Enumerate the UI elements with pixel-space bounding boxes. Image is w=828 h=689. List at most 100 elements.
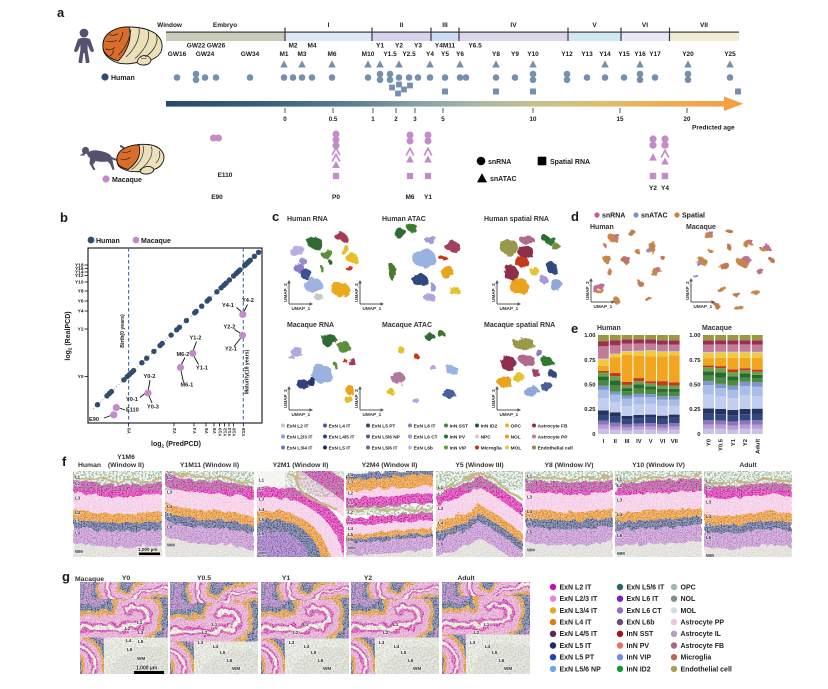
- svg-text:ExN L5 PT: ExN L5 PT: [560, 655, 595, 662]
- svg-text:Macaque: Macaque: [702, 325, 732, 332]
- svg-text:P0: P0: [332, 194, 340, 201]
- svg-text:ExN L3/4 IT: ExN L3/4 IT: [287, 445, 313, 451]
- svg-text:L6: L6: [227, 658, 233, 663]
- svg-text:Human: Human: [78, 462, 101, 469]
- svg-text:Astrocyte IL: Astrocyte IL: [681, 631, 722, 638]
- svg-text:WM: WM: [323, 666, 331, 671]
- svg-text:Y1: Y1: [424, 194, 432, 201]
- svg-text:M6: M6: [405, 194, 414, 201]
- svg-text:log2 (PredPCD): log2 (PredPCD): [151, 441, 201, 449]
- svg-text:InN PV: InN PV: [450, 434, 466, 440]
- svg-text:L5: L5: [75, 518, 81, 523]
- svg-text:L6: L6: [318, 658, 324, 663]
- svg-text:Astrocyte FB: Astrocyte FB: [681, 643, 725, 650]
- svg-text:Y5 (Window III): Y5 (Window III): [455, 462, 503, 469]
- svg-text:c: c: [272, 209, 279, 224]
- svg-text:L5: L5: [167, 512, 173, 517]
- svg-text:Spatial RNA: Spatial RNA: [550, 159, 590, 166]
- svg-text:Embryo: Embryo: [213, 22, 237, 29]
- svg-text:L4: L4: [394, 644, 400, 649]
- svg-text:VII: VII: [671, 439, 678, 445]
- svg-text:L2: L2: [75, 481, 81, 486]
- svg-text:GW26: GW26: [207, 43, 226, 50]
- svg-text:M6-1: M6-1: [181, 383, 194, 389]
- svg-text:UMAP_2: UMAP_2: [354, 283, 359, 302]
- svg-text:Y4: Y4: [426, 51, 434, 58]
- svg-text:Y2.5: Y2.5: [402, 51, 416, 58]
- svg-text:0.25: 0.25: [584, 407, 596, 413]
- svg-text:ExN L5/6 NP: ExN L5/6 NP: [372, 434, 401, 440]
- svg-text:L2: L2: [383, 630, 389, 635]
- svg-text:Y1M6: Y1M6: [117, 454, 135, 461]
- svg-text:Y16: Y16: [75, 266, 84, 272]
- svg-text:L3: L3: [198, 640, 204, 645]
- svg-text:Y1.5: Y1.5: [383, 51, 397, 58]
- svg-text:L3: L3: [75, 496, 81, 501]
- svg-text:M3: M3: [297, 51, 306, 58]
- svg-text:L2: L2: [125, 626, 131, 631]
- svg-text:L1: L1: [393, 622, 399, 627]
- svg-text:E110: E110: [218, 172, 233, 179]
- svg-text:0.50: 0.50: [584, 383, 595, 389]
- svg-text:E110: E110: [126, 408, 139, 414]
- svg-text:L3: L3: [348, 479, 354, 484]
- svg-text:WM: WM: [167, 543, 175, 548]
- svg-text:ExN L6 CT: ExN L6 CT: [627, 608, 663, 615]
- svg-text:VII: VII: [700, 22, 708, 29]
- svg-text:Y4: Y4: [78, 309, 84, 315]
- svg-text:L2: L2: [293, 630, 299, 635]
- svg-text:L2: L2: [438, 492, 444, 497]
- svg-text:L6: L6: [408, 658, 414, 663]
- svg-text:Y1: Y1: [376, 43, 384, 50]
- svg-text:L4: L4: [527, 509, 533, 514]
- svg-text:20: 20: [684, 116, 691, 123]
- svg-text:L6: L6: [527, 530, 533, 535]
- svg-text:Y0: Y0: [78, 374, 84, 380]
- svg-text:L4: L4: [126, 638, 132, 643]
- svg-text:L4: L4: [348, 472, 354, 477]
- svg-text:snRNA: snRNA: [488, 159, 511, 166]
- svg-text:VI: VI: [642, 22, 648, 29]
- svg-text:WM: WM: [232, 666, 240, 671]
- svg-text:ExN L5 IT: ExN L5 IT: [560, 643, 593, 650]
- svg-text:Human: Human: [597, 325, 621, 332]
- svg-text:0: 0: [697, 432, 700, 438]
- svg-text:L2: L2: [167, 475, 173, 480]
- svg-text:UMAP_2: UMAP_2: [585, 281, 590, 300]
- svg-text:L4: L4: [706, 514, 712, 519]
- svg-text:Y0-1: Y0-1: [126, 397, 138, 403]
- svg-text:L1: L1: [259, 478, 265, 483]
- svg-text:Y9: Y9: [511, 51, 519, 58]
- svg-text:Human spatial RNA: Human spatial RNA: [484, 216, 549, 223]
- svg-text:V: V: [649, 439, 653, 445]
- svg-text:II: II: [400, 22, 404, 29]
- svg-text:L3: L3: [167, 489, 173, 494]
- svg-text:L4: L4: [617, 512, 623, 517]
- svg-text:0.75: 0.75: [584, 358, 596, 364]
- svg-text:log2 (RealPCD): log2 (RealPCD): [65, 311, 73, 360]
- svg-text:ExN L4 IT: ExN L4 IT: [329, 423, 351, 429]
- svg-text:NPC: NPC: [481, 434, 492, 440]
- svg-text:L5: L5: [259, 517, 265, 522]
- svg-text:Y15: Y15: [618, 51, 630, 58]
- svg-text:WM: WM: [706, 553, 714, 558]
- svg-text:Y10: Y10: [527, 51, 539, 58]
- svg-text:GW24: GW24: [196, 51, 215, 58]
- svg-text:IV: IV: [636, 439, 642, 445]
- svg-text:Y14: Y14: [227, 428, 233, 437]
- svg-text:GW34: GW34: [241, 51, 260, 58]
- svg-text:Y6: Y6: [456, 51, 464, 58]
- svg-text:Y4: Y4: [192, 428, 198, 434]
- svg-text:Adult: Adult: [457, 575, 475, 582]
- svg-text:UMAP_2: UMAP_2: [491, 389, 496, 408]
- svg-text:Y2: Y2: [78, 327, 84, 333]
- svg-text:Y10: Y10: [75, 280, 84, 286]
- svg-text:I: I: [328, 22, 330, 29]
- svg-text:E90: E90: [89, 417, 99, 423]
- svg-text:L3: L3: [617, 498, 623, 503]
- svg-text:UMAP_1: UMAP_1: [500, 306, 519, 311]
- svg-text:snATAC: snATAC: [490, 176, 517, 183]
- svg-text:Y4: Y4: [661, 185, 669, 192]
- svg-text:L1: L1: [212, 622, 218, 627]
- svg-text:ExN L5/6 NP: ExN L5/6 NP: [560, 666, 602, 673]
